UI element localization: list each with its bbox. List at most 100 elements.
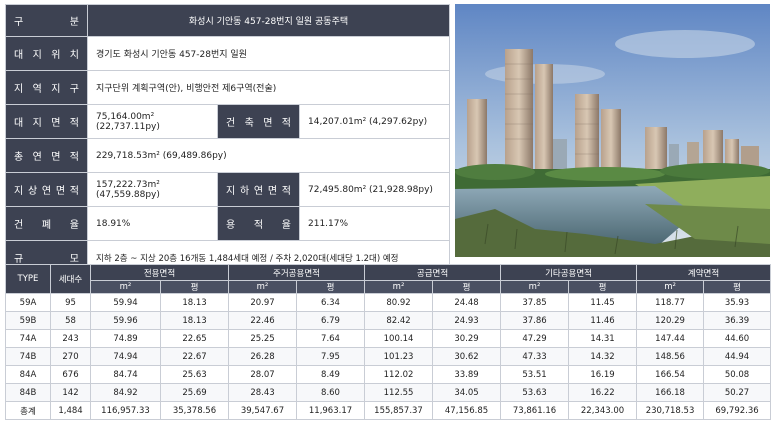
sub-m2: m² (500, 280, 570, 294)
area-value-cell: 33.89 (432, 365, 502, 384)
table-row: 59B 58 59.96 18.13 22.46 6.79 82.42 24.93 37.86 1… (5, 311, 772, 330)
area-value-cell: 22.67 (160, 347, 229, 366)
area-value-cell: 74.89 (90, 329, 161, 348)
household-count-cell: 243 (50, 329, 91, 348)
area-value-cell: 37.86 (500, 311, 570, 330)
table-row: 74B 270 74.94 22.67 26.28 7.95 101.23 30.62 47.3… (5, 347, 772, 366)
area-value-cell: 39,547.67 (228, 401, 297, 420)
area-value-cell: 30.62 (432, 347, 502, 366)
area-value-cell: 44.94 (703, 347, 772, 366)
sub-py: 평 (295, 280, 366, 294)
rendering-svg (455, 4, 770, 257)
area-value-cell: 28.43 (228, 383, 297, 402)
area-value-cell: 59.94 (90, 293, 161, 312)
area-value-cell: 166.18 (636, 383, 705, 402)
area-value-cell: 101.23 (364, 347, 434, 366)
area-value-cell: 47.29 (500, 329, 570, 348)
area-value-cell: 112.02 (364, 365, 434, 384)
table-row: 59A 95 59.94 18.13 20.97 6.34 80.92 24.48 37.85 1… (5, 293, 772, 312)
group-contract-area: 계약면적 (636, 264, 772, 281)
table-row: 84A 676 84.74 25.63 28.07 8.49 112.02 33.89 53.5… (5, 365, 772, 384)
area-value-cell: 53.63 (500, 383, 570, 402)
sub-py: 평 (160, 280, 229, 294)
sub-py: 평 (568, 280, 638, 294)
area-value-cell: 73,861.16 (500, 401, 570, 420)
site-location-value: 경기도 화성시 기안동 457-28번지 일원 (86, 36, 451, 71)
area-value-cell: 35,378.56 (160, 401, 229, 420)
area-value-cell: 230,718.53 (636, 401, 705, 420)
table-row: 74A 243 74.89 22.65 25.25 7.64 100.14 30.29 47.2… (5, 329, 772, 348)
area-value-cell: 25.63 (160, 365, 229, 384)
area-value-cell: 47,156.85 (432, 401, 502, 420)
area-value-cell: 18.13 (160, 293, 229, 312)
household-count-cell: 270 (50, 347, 91, 366)
building-area-value: 14,207.01m² (4,297.62py) (298, 104, 451, 139)
area-value-cell: 8.49 (295, 365, 366, 384)
area-value-cell: 35.93 (703, 293, 772, 312)
unit-table-body: 59A 95 59.94 18.13 20.97 6.34 80.92 24.48 37.85 1… (5, 293, 772, 420)
unit-type-cell: 59A (5, 293, 51, 312)
area-value-cell: 148.56 (636, 347, 705, 366)
area-value-cell: 147.44 (636, 329, 705, 348)
area-value-cell: 30.29 (432, 329, 502, 348)
area-value-cell: 18.13 (160, 311, 229, 330)
area-value-cell: 11,963.17 (295, 401, 366, 420)
area-value-cell: 80.92 (364, 293, 434, 312)
sub-py: 평 (432, 280, 502, 294)
area-value-cell: 7.64 (295, 329, 366, 348)
table-row: 총계 1,484 116,957.33 35,378.56 39,547.67 11,96… (5, 401, 772, 420)
area-value-cell: 155,857.37 (364, 401, 434, 420)
area-value-cell: 14.32 (568, 347, 638, 366)
area-value-cell: 82.42 (364, 311, 434, 330)
site-area-value: 75,164.00m² (22,737.11py) (87, 104, 218, 139)
area-value-cell: 37.85 (500, 293, 570, 312)
sub-m2: m² (636, 280, 705, 294)
area-value-cell: 116,957.33 (90, 401, 161, 420)
area-value-cell: 50.27 (703, 383, 772, 402)
zoning-value: 지구단위 계획구역(안), 비행안전 제6구역(전술) (86, 70, 451, 105)
area-value-cell: 6.79 (295, 311, 366, 330)
area-value-cell: 120.29 (636, 311, 705, 330)
area-value-cell: 69,792.36 (703, 401, 772, 420)
complex-rendering-image (455, 4, 770, 257)
area-value-cell: 28.07 (228, 365, 297, 384)
area-value-cell: 53.51 (500, 365, 570, 384)
area-value-cell: 7.95 (295, 347, 366, 366)
area-value-cell: 74.94 (90, 347, 161, 366)
area-value-cell: 25.25 (228, 329, 297, 348)
area-value-cell: 16.22 (568, 383, 638, 402)
area-value-cell: 14.31 (568, 329, 638, 348)
area-value-cell: 34.05 (432, 383, 502, 402)
area-value-cell: 84.92 (90, 383, 161, 402)
group-exclusive-area: 전용면적 (90, 264, 229, 281)
household-count-cell: 1,484 (50, 401, 91, 420)
sub-py: 평 (703, 280, 772, 294)
unit-area-table: TYPE 세대수 전용면적 주거공용면적 공급면적 기타공용면적 계약면적 m²… (5, 264, 772, 420)
area-value-cell: 24.93 (432, 311, 502, 330)
area-value-cell: 112.55 (364, 383, 434, 402)
area-value-cell: 16.19 (568, 365, 638, 384)
area-value-cell: 36.39 (703, 311, 772, 330)
area-value-cell: 24.48 (432, 293, 502, 312)
area-value-cell: 25.69 (160, 383, 229, 402)
sub-m2: m² (228, 280, 297, 294)
